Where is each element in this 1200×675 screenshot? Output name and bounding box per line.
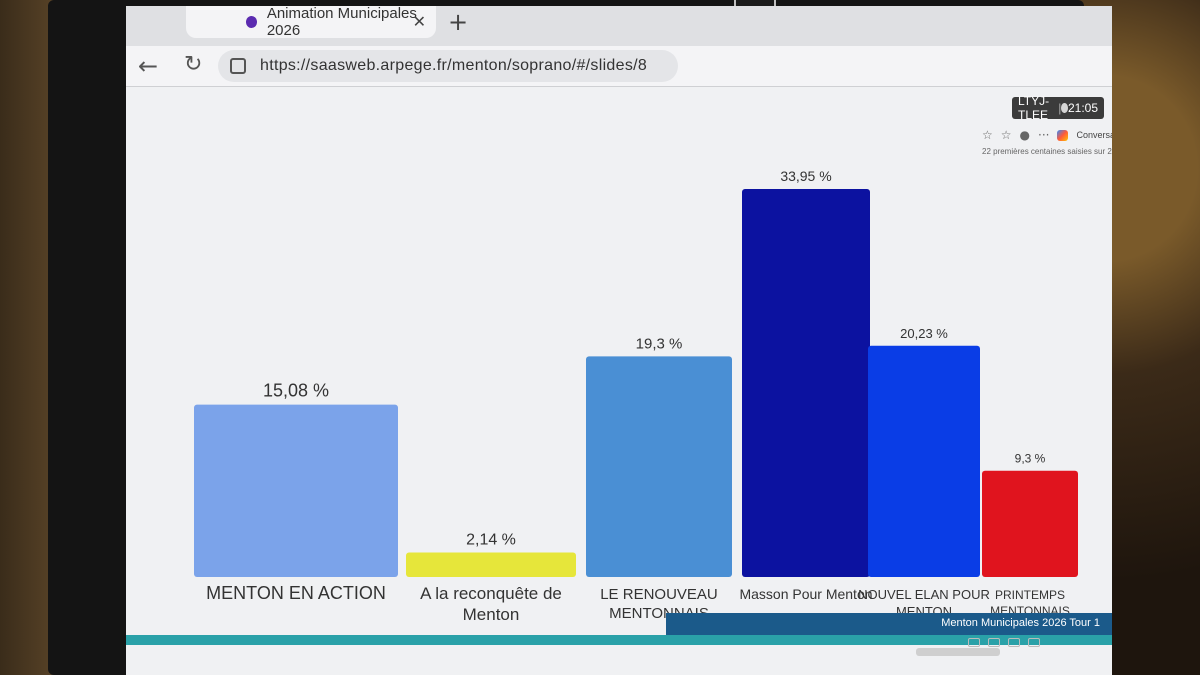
bar-0 xyxy=(194,404,398,577)
tab-title: Animation Municipales 2026 xyxy=(266,6,417,39)
reload-button[interactable]: ↻ xyxy=(184,52,203,77)
monitor-stand xyxy=(916,648,1000,656)
slide: 15,08 % MENTON EN ACTION 2,14 % A la reconq… xyxy=(126,87,1112,675)
monitor-button[interactable] xyxy=(988,638,1000,647)
monitor-button[interactable] xyxy=(1028,638,1040,647)
results-bar-chart: 15,08 % MENTON EN ACTION 2,14 % A la reconq… xyxy=(194,168,1078,624)
bar-value-label: 20,23 % xyxy=(900,326,948,341)
tab-bar: Animation Municipales 2026 ✕ + xyxy=(126,6,1112,46)
site-info-icon[interactable] xyxy=(230,58,246,74)
footer-band: Menton Municipales 2026 Tour 1 xyxy=(666,613,1112,635)
bar-value-label: 2,14 % xyxy=(466,532,516,549)
footer-title: Menton Municipales 2026 Tour 1 xyxy=(941,617,1100,629)
screen: Animation Municipales 2026 ✕ + ← ↻ https… xyxy=(126,6,1112,675)
more-icon[interactable]: ··· xyxy=(1038,128,1050,142)
address-bar[interactable]: https://saasweb.arpege.fr/menton/soprano… xyxy=(218,50,678,82)
profile-icon[interactable]: ● xyxy=(1019,128,1031,142)
bar-5 xyxy=(982,470,1078,577)
url-text: https://saasweb.arpege.fr/menton/soprano… xyxy=(260,57,648,74)
close-tab-icon[interactable]: ✕ xyxy=(412,12,426,31)
copilot-icon[interactable] xyxy=(1057,129,1069,141)
conversation-label[interactable]: Conversation xyxy=(1076,130,1112,140)
bar-4 xyxy=(868,345,980,577)
bar-3 xyxy=(742,189,870,577)
category-label: Masson Pour Menton xyxy=(739,586,872,602)
category-label: A la reconquête de Menton xyxy=(420,584,562,624)
bar-value-label: 33,95 % xyxy=(780,168,831,184)
slide-toolbar: ☆ ☆ ● ··· Conversation xyxy=(982,128,1112,142)
bar-value-label: 19,3 % xyxy=(636,335,683,352)
browser-tab[interactable]: Animation Municipales 2026 ✕ xyxy=(186,6,436,39)
bar-2 xyxy=(586,356,732,577)
star-icon[interactable]: ☆ xyxy=(982,128,993,142)
status-time: 21:05 xyxy=(1067,101,1098,115)
monitor-buttons xyxy=(968,638,1040,647)
favorites-icon[interactable]: ☆ xyxy=(1000,128,1012,142)
monitor: Animation Municipales 2026 ✕ + ← ↻ https… xyxy=(48,0,1112,675)
new-tab-button[interactable]: + xyxy=(448,8,469,36)
browser-toolbar: ← ↻ https://saasweb.arpege.fr/menton/sop… xyxy=(126,46,1112,87)
status-label: LTYJ-TLEE xyxy=(1018,94,1050,122)
status-pill: LTYJ-TLEE | 21:05 xyxy=(1012,94,1104,122)
bar-value-label: 9,3 % xyxy=(1015,452,1046,466)
teal-edge xyxy=(126,635,1112,645)
monitor-button[interactable] xyxy=(1008,638,1020,647)
category-label: MENTON EN ACTION xyxy=(206,583,386,603)
entries-counter: 22 premières centaines saisies sur 27 xyxy=(982,147,1112,156)
globe-icon xyxy=(1061,103,1068,113)
status-separator: | xyxy=(1058,101,1062,115)
monitor-button[interactable] xyxy=(968,638,980,647)
back-button[interactable]: ← xyxy=(138,52,159,80)
tab-favicon-icon xyxy=(246,16,257,28)
bar-1 xyxy=(406,552,576,577)
bar-value-label: 15,08 % xyxy=(263,381,329,401)
